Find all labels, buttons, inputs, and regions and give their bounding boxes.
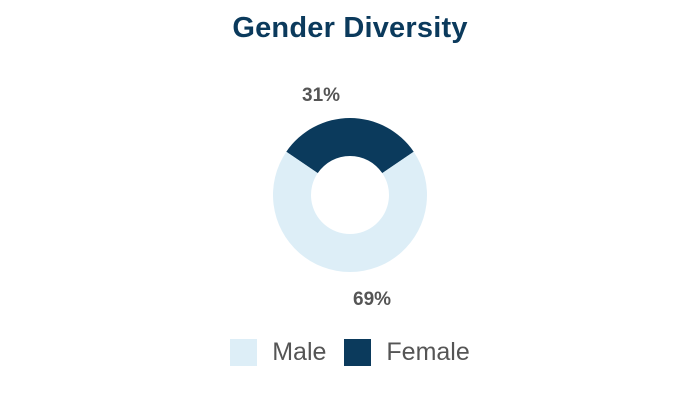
legend-label-female: Female: [386, 338, 470, 366]
legend-swatch-male: [230, 339, 258, 366]
slice-label-male: 69%: [353, 289, 392, 310]
slice-female: [286, 117, 414, 174]
legend-label-male: Male: [272, 338, 327, 366]
legend: Male Female: [0, 338, 700, 367]
slice-male: [273, 151, 427, 272]
legend-item-female: Female: [344, 338, 470, 367]
legend-item-male: Male: [230, 338, 326, 367]
chart-title: Gender Diversity: [232, 12, 468, 44]
legend-swatch-female: [344, 339, 372, 366]
slice-label-female: 31%: [302, 85, 341, 106]
